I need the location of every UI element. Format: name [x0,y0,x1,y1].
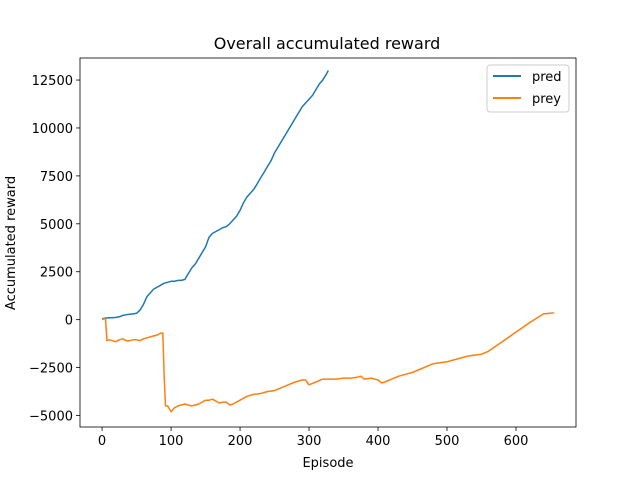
plot-frame [79,57,577,428]
y-tick-label: 5000 [40,218,73,233]
y-tick-label: 0 [65,314,73,329]
chart-title: Overall accumulated reward [214,34,441,53]
x-axis-label: Episode [302,456,353,471]
y-tick-label: 10000 [32,122,73,137]
y-tick-label: 7500 [40,170,73,185]
y-tick-label: −2500 [29,362,73,377]
series-line-prey [101,312,554,413]
x-tick-label: 200 [228,434,253,449]
y-axis-ticks: −5000 −2500 0 2500 5000 7500 10000 12500 [29,74,80,424]
legend-label-pred: pred [532,70,562,85]
legend-label-prey: prey [532,92,561,107]
x-tick-label: 100 [159,434,184,449]
legend: pred prey [486,64,570,113]
x-tick-label: 0 [98,434,106,449]
y-tick-label: −5000 [29,409,73,424]
x-tick-label: 300 [297,434,322,449]
y-tick-label: 12500 [32,74,73,89]
x-tick-label: 400 [366,434,391,449]
y-axis-label: Accumulated reward [4,176,19,310]
x-axis-ticks: 0 100 200 300 400 500 600 [98,427,528,449]
series-line-pred [101,70,329,320]
x-tick-label: 500 [435,434,460,449]
plot-lines [101,70,554,413]
x-tick-label: 600 [504,434,529,449]
y-tick-label: 2500 [40,266,73,281]
